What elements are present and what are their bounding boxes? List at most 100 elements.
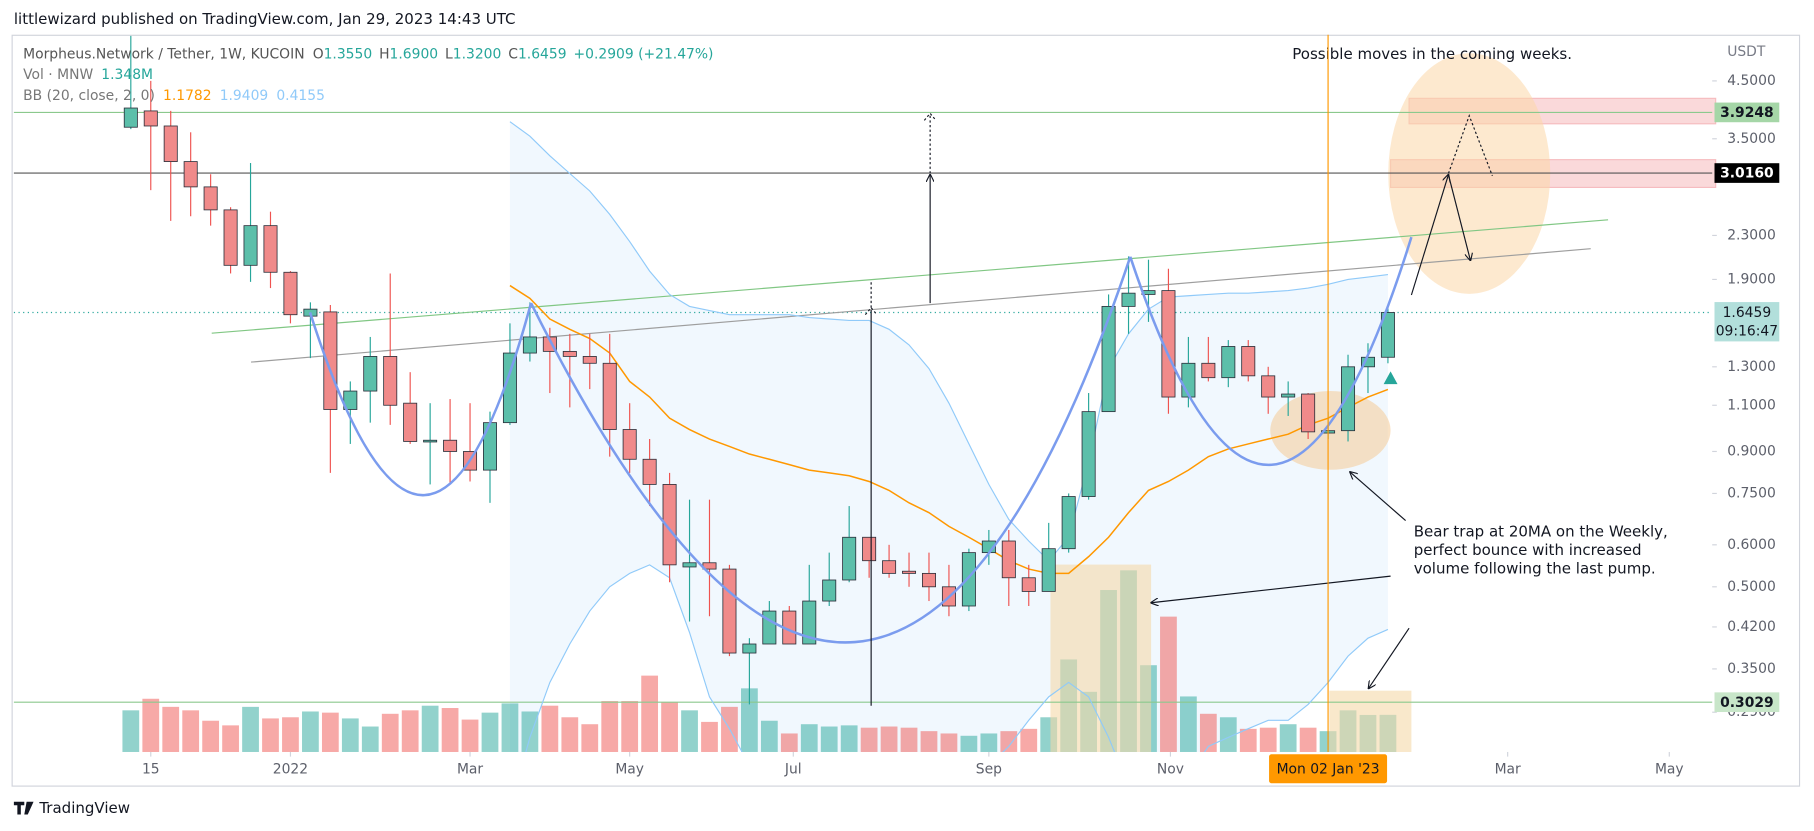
volume-bar (840, 725, 858, 752)
y-tick-label: 0.3500 (1727, 661, 1776, 677)
volume-legend: Vol · MNW 1.348M (23, 67, 153, 83)
volume-bar (441, 708, 459, 752)
volume-bar (1180, 696, 1197, 752)
cup-curve (308, 302, 533, 497)
x-tick-label: Jul (784, 761, 802, 777)
volume-bar (321, 712, 339, 752)
indicator-layer (509, 121, 1389, 752)
volume-bar (960, 735, 978, 752)
candle-body (1121, 292, 1136, 307)
candle-body (622, 429, 637, 460)
price-tag (1714, 102, 1780, 123)
volume-bar (461, 719, 479, 752)
volume-bar (880, 726, 898, 752)
volume-bar (1299, 727, 1317, 752)
candle-body (163, 125, 178, 162)
candle-body (582, 356, 597, 364)
candle-body (183, 161, 198, 188)
candle-body (483, 422, 497, 471)
candle-body (742, 643, 757, 654)
volume-highlight (1329, 690, 1412, 752)
annotation: Bear trap at 20MA on the Weekly, (1414, 523, 1668, 541)
candle-body (1021, 577, 1036, 592)
cup-curve (529, 256, 1132, 644)
volume-bar (561, 717, 579, 752)
volume-bar (741, 688, 758, 752)
y-tick-label: 0.5000 (1727, 579, 1776, 595)
x-tick-label: May (1655, 761, 1684, 777)
candle-body (363, 356, 378, 392)
volume-bar (282, 717, 299, 752)
volume-highlight (1050, 564, 1152, 752)
candle-body (722, 568, 737, 654)
price-tag-label: 3.0160 (1720, 166, 1774, 182)
volume-bar (760, 720, 778, 752)
bb-lower-value: 0.4155 (276, 88, 325, 104)
candle-body (343, 390, 358, 410)
volume-bar (681, 710, 698, 752)
volume-bar (421, 705, 439, 752)
candle-body (862, 536, 877, 562)
x-tick-label: May (615, 761, 644, 777)
candle-body (143, 110, 158, 127)
volume-bar (1259, 727, 1277, 752)
candle-body (1001, 540, 1016, 579)
bb-upper-value: 1.9409 (220, 88, 269, 104)
candle-body (283, 271, 298, 316)
volume-bar (601, 701, 619, 752)
note-arrow (1151, 575, 1391, 603)
x-tick-label: 2022 (273, 761, 308, 777)
candle-body (902, 570, 917, 574)
measure-arrow-head (864, 306, 878, 316)
volume-bar (621, 701, 639, 752)
y-tick-label: 0.7500 (1727, 485, 1776, 501)
ohlc-value: 1.3550 (324, 46, 373, 62)
volume-bar (521, 711, 539, 752)
price-tag-label: 3.9248 (1720, 105, 1774, 121)
annotation: perfect bounce with increased (1414, 541, 1642, 559)
candle-body (682, 562, 697, 568)
volume-bar (541, 705, 559, 752)
annotation: Possible moves in the coming weeks. (1292, 45, 1572, 63)
price-tag (1714, 692, 1780, 713)
candle-body (921, 572, 936, 588)
bb-legend: BB (20, close, 2, 0) 1.1782 1.9409 0.4155 (23, 88, 325, 104)
volume-bar (1219, 717, 1237, 752)
candle-body (1281, 393, 1296, 398)
y-tick-label: 0.6000 (1727, 537, 1776, 553)
bb-upper (509, 121, 1389, 562)
candle-body (263, 225, 278, 273)
ohlc-key: H (379, 46, 389, 62)
note-arrow (1350, 472, 1406, 522)
volume-bar (581, 724, 599, 752)
candle-body (961, 552, 976, 607)
volume-bar (1160, 616, 1177, 752)
trend-lines (211, 219, 1609, 363)
volume-bar (1239, 728, 1257, 752)
logo-mark (13, 801, 34, 815)
volume-bar (1279, 724, 1297, 752)
bb-lower (525, 564, 1389, 752)
volume-bar (361, 726, 379, 752)
volume-bar (222, 725, 239, 752)
move-arrow (1447, 174, 1470, 261)
ohlc-value: 1.6459 (518, 46, 567, 62)
volume-bar (401, 710, 419, 752)
y-tick-label: 1.9000 (1727, 271, 1776, 287)
volume-value: 1.348M (101, 67, 153, 83)
axis-layer: 0.29000.35000.42000.50000.60000.75000.90… (142, 73, 1780, 777)
x-tick-label: Mar (457, 761, 483, 777)
price-tag (1714, 163, 1780, 183)
y-tick-label: 1.3000 (1727, 359, 1776, 375)
ohlc-key: O (313, 46, 324, 62)
candle-body (223, 209, 238, 266)
trend-line (211, 219, 1609, 334)
volume-bar (661, 702, 678, 752)
candle-body (522, 336, 537, 354)
candle-body (243, 225, 258, 266)
candle-body (323, 311, 338, 410)
candle-body (762, 610, 777, 645)
candle-body (423, 439, 438, 443)
volume-bar (641, 675, 659, 752)
